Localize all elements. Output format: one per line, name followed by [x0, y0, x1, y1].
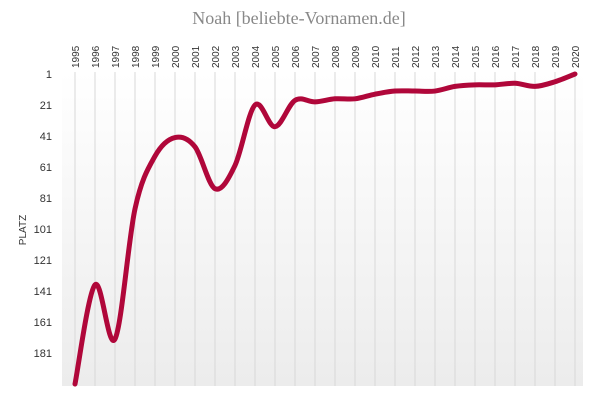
x-tick-label: 2011 [391, 46, 402, 68]
x-tick-label: 2009 [351, 45, 362, 68]
x-tick-label: 2017 [511, 45, 522, 68]
plot-area [62, 72, 583, 386]
x-tick-label: 2006 [291, 45, 302, 68]
x-tick-label: 2001 [191, 45, 202, 68]
y-tick-label: 161 [34, 317, 52, 329]
series-group [72, 71, 578, 387]
x-tick-label: 2014 [451, 45, 462, 68]
x-tick-label: 2012 [411, 45, 422, 68]
y-tick-label: 121 [34, 255, 52, 267]
x-tick-label: 2005 [271, 45, 282, 68]
y-tick-label: 81 [40, 193, 52, 205]
x-tick-label: 2013 [431, 45, 442, 68]
y-tick-label: 181 [34, 348, 52, 360]
x-tick-label: 2019 [551, 45, 562, 68]
x-tick-label: 2015 [471, 45, 482, 68]
y-tick-label: 41 [40, 131, 52, 143]
x-tick-label: 2004 [251, 45, 262, 68]
series-line [72, 71, 578, 387]
x-tick-label: 2018 [531, 45, 542, 68]
y-tick-label: 61 [40, 162, 52, 174]
x-tick-label: 1995 [71, 45, 82, 68]
x-tick-label: 2020 [571, 45, 582, 68]
x-tick-label: 2003 [231, 45, 242, 68]
x-tick-label: 1999 [151, 45, 162, 68]
chart-title: Noah [beliebte-Vornamen.de] [192, 8, 406, 28]
x-tick-label: 2002 [211, 45, 222, 68]
x-axis: 1995 1996 1997 1998 1999 2000 2001 2002 2003 2004… [71, 45, 582, 68]
y-tick-label: 1 [46, 69, 52, 81]
x-tick-label: 2007 [311, 45, 322, 68]
x-tick-label: 2010 [371, 45, 382, 68]
gridlines [74, 72, 576, 386]
y-axis-label: PLATZ [18, 215, 29, 245]
y-tick-label: 101 [34, 224, 52, 236]
x-tick-label: 1998 [131, 45, 142, 68]
x-tick-label: 2000 [171, 45, 182, 68]
y-tick-label: 141 [34, 286, 52, 298]
x-tick-label: 1996 [91, 45, 102, 68]
x-tick-label: 2016 [491, 45, 502, 68]
y-tick-label: 21 [40, 100, 52, 112]
x-tick-label: 1997 [111, 45, 122, 68]
x-tick-label: 2008 [331, 45, 342, 68]
